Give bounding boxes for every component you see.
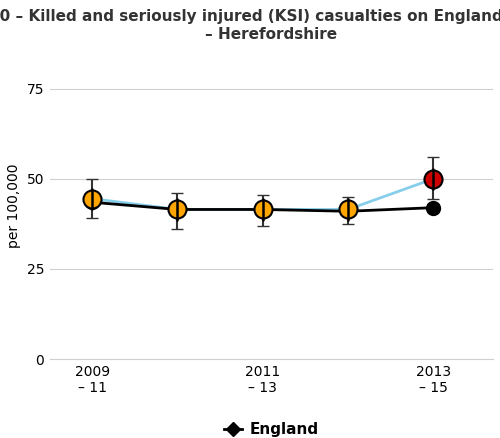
Title: 1.10 – Killed and seriously injured (KSI) casualties on England's roads
– Herefo: 1.10 – Killed and seriously injured (KSI… xyxy=(0,9,500,42)
Y-axis label: per 100,000: per 100,000 xyxy=(7,164,21,248)
Legend: England: England xyxy=(224,422,319,438)
